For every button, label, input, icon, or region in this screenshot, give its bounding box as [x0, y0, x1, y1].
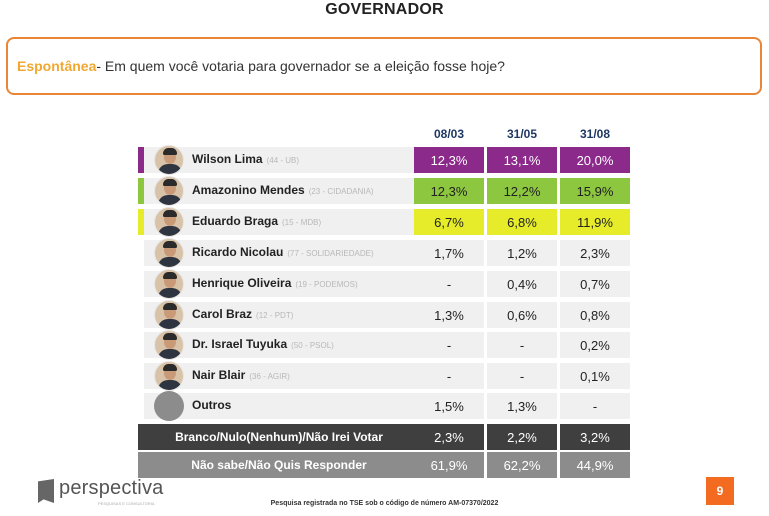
candidate-name: Wilson Lima (44 - UB) [192, 152, 299, 166]
candidate-photo [154, 300, 184, 330]
value-cell: 11,9% [560, 209, 630, 235]
candidate-name: Henrique Oliveira (19 - PODEMOS) [192, 276, 358, 290]
value-cell: 15,9% [560, 178, 630, 204]
value-cell: 0,4% [487, 271, 557, 297]
column-header-1: 08/03 [433, 127, 465, 141]
value-cell: 0,1% [560, 363, 630, 389]
row-color-stripe [138, 424, 144, 450]
value-cell: 6,7% [414, 209, 484, 235]
summary-value-cell: 2,2% [487, 424, 557, 450]
value-cell: 1,2% [487, 240, 557, 266]
candidate-photo [154, 269, 184, 299]
summary-value-cell: 61,9% [414, 452, 484, 478]
candidate-name-cell: Wilson Lima (44 - UB) [144, 145, 414, 175]
logo-wordmark: perspectiva [59, 477, 164, 499]
question-text: - Em quem você votaria para governador s… [96, 58, 505, 74]
candidate-name: Amazonino Mendes (23 - CIDADANIA) [192, 183, 374, 197]
candidate-name: Nair Blair (36 - AGIR) [192, 368, 290, 382]
value-cell: 1,3% [414, 302, 484, 328]
column-header-2: 31/05 [506, 127, 538, 141]
candidate-party: (50 - PSOL) [291, 341, 334, 350]
candidate-name: Eduardo Braga (15 - MDB) [192, 214, 321, 228]
value-cell: - [487, 363, 557, 389]
candidate-name: Outros [192, 398, 231, 412]
candidate-photo [154, 361, 184, 391]
value-cell: 12,3% [414, 178, 484, 204]
value-cell: 1,3% [487, 393, 557, 419]
summary-label-cell: Branco/Nulo(Nenhum)/Não Irei Votar [144, 424, 414, 450]
summary-value-cell: 2,3% [414, 424, 484, 450]
value-cell: 2,3% [560, 240, 630, 266]
candidate-name-cell: Outros [144, 391, 414, 421]
value-cell: - [414, 332, 484, 358]
candidate-name-cell: Ricardo Nicolau (77 - SOLIDARIEDADE) [144, 238, 414, 268]
value-cell: - [414, 363, 484, 389]
candidate-photo [154, 238, 184, 268]
value-cell: - [414, 271, 484, 297]
candidate-party: (77 - SOLIDARIEDADE) [287, 249, 374, 258]
row-color-stripe [138, 147, 144, 173]
candidate-name-cell: Amazonino Mendes (23 - CIDADANIA) [144, 176, 414, 206]
candidate-name-cell: Dr. Israel Tuyuka (50 - PSOL) [144, 330, 414, 360]
summary-label-cell: Não sabe/Não Quis Responder [144, 452, 414, 478]
value-cell: 13,1% [487, 147, 557, 173]
value-cell: 20,0% [560, 147, 630, 173]
page-number-badge: 9 [706, 477, 734, 505]
value-cell: - [487, 332, 557, 358]
value-cell: 0,7% [560, 271, 630, 297]
footer-note: Pesquisa registrada no TSE sob o código … [270, 500, 499, 507]
generic-avatar-icon [154, 391, 184, 421]
candidate-name-cell: Henrique Oliveira (19 - PODEMOS) [144, 269, 414, 299]
value-cell: 12,3% [414, 147, 484, 173]
perspectiva-logo-icon [38, 479, 54, 503]
candidate-name-text: Amazonino Mendes [192, 183, 305, 197]
candidate-name: Carol Braz (12 - PDT) [192, 307, 293, 321]
candidate-photo [154, 176, 184, 206]
candidate-photo [154, 207, 184, 237]
summary-value-cell: 44,9% [560, 452, 630, 478]
row-color-stripe [138, 452, 144, 478]
candidate-name: Dr. Israel Tuyuka (50 - PSOL) [192, 337, 334, 351]
candidate-party: (36 - AGIR) [249, 372, 290, 381]
candidate-name-text: Ricardo Nicolau [192, 245, 284, 259]
row-color-stripe [138, 178, 144, 204]
question-box: Espontânea - Em quem você votaria para g… [6, 37, 762, 95]
candidate-name-text: Carol Braz [192, 307, 253, 321]
page-title: GOVERNADOR [325, 1, 444, 18]
value-cell: 0,2% [560, 332, 630, 358]
summary-value-cell: 3,2% [560, 424, 630, 450]
candidate-name-cell: Nair Blair (36 - AGIR) [144, 361, 414, 391]
candidate-name-text: Wilson Lima [192, 152, 263, 166]
candidate-photo [154, 145, 184, 175]
candidate-name-text: Henrique Oliveira [192, 276, 292, 290]
candidate-party: (23 - CIDADANIA) [308, 187, 374, 196]
value-cell: 12,2% [487, 178, 557, 204]
candidate-name: Ricardo Nicolau (77 - SOLIDARIEDADE) [192, 245, 374, 259]
candidate-party: (19 - PODEMOS) [295, 280, 358, 289]
candidate-name-text: Nair Blair [192, 368, 246, 382]
candidate-party: (12 - PDT) [256, 311, 294, 320]
value-cell: 6,8% [487, 209, 557, 235]
candidate-name-cell: Eduardo Braga (15 - MDB) [144, 207, 414, 237]
candidate-photo [154, 330, 184, 360]
question-keyword: Espontânea [17, 58, 97, 74]
row-color-stripe [138, 209, 144, 235]
summary-value-cell: 62,2% [487, 452, 557, 478]
candidate-party: (44 - UB) [266, 156, 300, 165]
candidate-name-cell: Carol Braz (12 - PDT) [144, 300, 414, 330]
value-cell: 0,6% [487, 302, 557, 328]
value-cell: 0,8% [560, 302, 630, 328]
value-cell: 1,5% [414, 393, 484, 419]
value-cell: 1,7% [414, 240, 484, 266]
candidate-name-text: Dr. Israel Tuyuka [192, 337, 288, 351]
summary-label: Branco/Nulo(Nenhum)/Não Irei Votar [175, 430, 383, 444]
candidate-party: (15 - MDB) [282, 218, 322, 227]
logo-tagline: PESQUISAS E CONSULTORIA [98, 501, 155, 506]
value-cell: - [560, 393, 630, 419]
candidate-name-text: Eduardo Braga [192, 214, 279, 228]
column-header-3: 31/08 [579, 127, 611, 141]
candidate-name-text: Outros [192, 398, 232, 412]
summary-label: Não sabe/Não Quis Responder [191, 458, 367, 472]
